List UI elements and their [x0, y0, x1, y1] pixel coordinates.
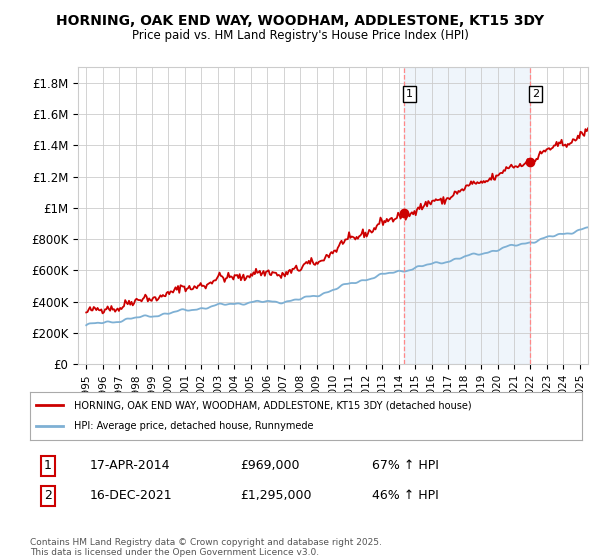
- Text: 67% ↑ HPI: 67% ↑ HPI: [372, 459, 439, 473]
- Text: Contains HM Land Registry data © Crown copyright and database right 2025.
This d: Contains HM Land Registry data © Crown c…: [30, 538, 382, 557]
- Bar: [404, 67, 530, 364]
- Text: HORNING, OAK END WAY, WOODHAM, ADDLESTONE, KT15 3DY: HORNING, OAK END WAY, WOODHAM, ADDLESTON…: [56, 14, 544, 28]
- Text: HORNING, OAK END WAY, WOODHAM, ADDLESTONE, KT15 3DY (detached house): HORNING, OAK END WAY, WOODHAM, ADDLESTON…: [74, 400, 472, 410]
- Text: 46% ↑ HPI: 46% ↑ HPI: [372, 489, 439, 502]
- Text: 1: 1: [406, 89, 413, 99]
- Text: £969,000: £969,000: [240, 459, 299, 473]
- Text: 16-DEC-2021: 16-DEC-2021: [90, 489, 173, 502]
- Text: 2: 2: [532, 89, 539, 99]
- Text: HPI: Average price, detached house, Runnymede: HPI: Average price, detached house, Runn…: [74, 421, 314, 431]
- Text: 17-APR-2014: 17-APR-2014: [90, 459, 170, 473]
- Text: £1,295,000: £1,295,000: [240, 489, 311, 502]
- Text: Price paid vs. HM Land Registry's House Price Index (HPI): Price paid vs. HM Land Registry's House …: [131, 29, 469, 42]
- Text: 2: 2: [44, 489, 52, 502]
- Text: 1: 1: [44, 459, 52, 473]
